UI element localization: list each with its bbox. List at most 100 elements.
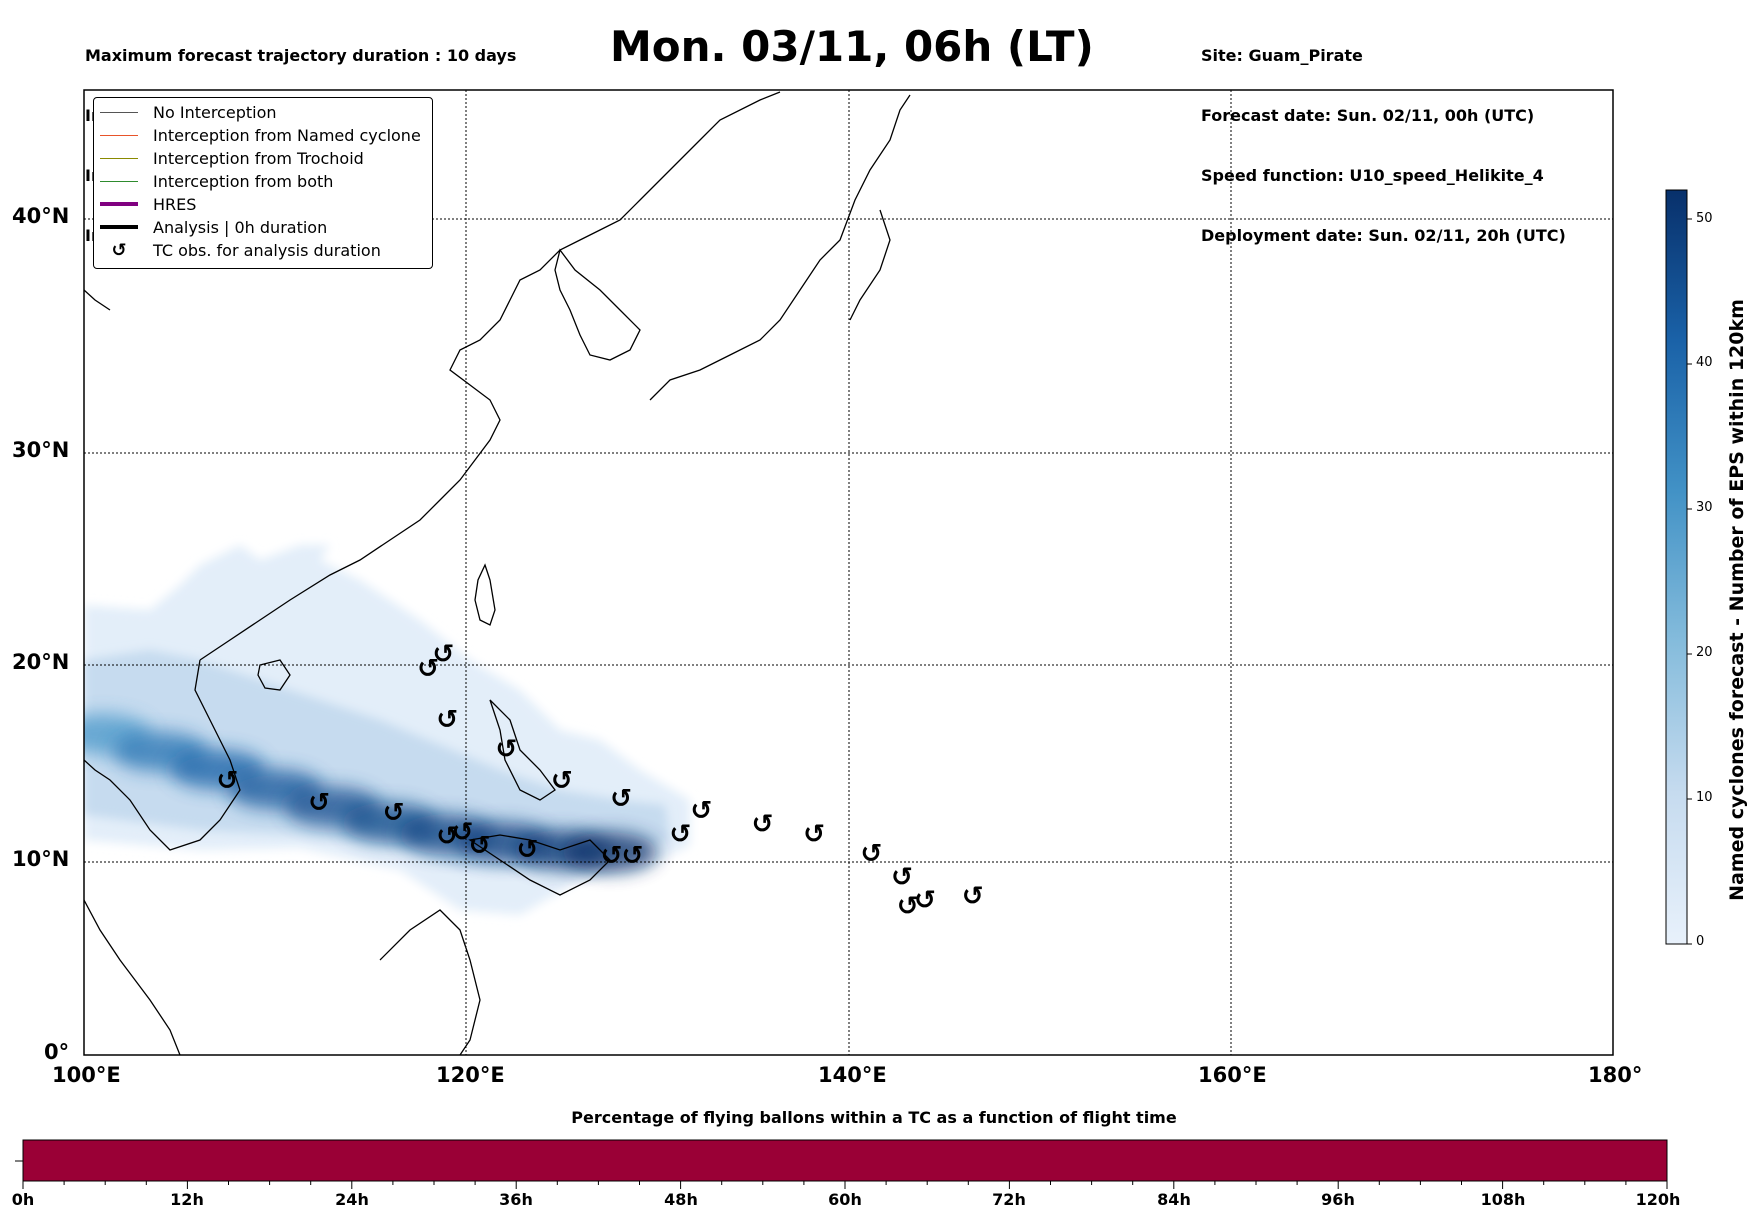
legend-label: HRES [153, 194, 197, 214]
tc-obs-icon: ↺ [897, 891, 919, 921]
colorbar-tick-label: 50 [1696, 211, 1713, 226]
tc-obs-icon: ↺ [469, 831, 491, 861]
header-right-line: Forecast date: Sun. 02/11, 00h (UTC) [1201, 106, 1535, 125]
lon-tick-label: 120°E [436, 1063, 505, 1087]
header-right-line: Speed function: U10_speed_Helikite_4 [1201, 166, 1544, 185]
bottom-tick-label: 120h [1635, 1190, 1681, 1209]
tc-obs-icon: ↺ [803, 819, 825, 849]
bottom-tick-label: 60h [828, 1190, 862, 1209]
legend-row: HRES [100, 193, 196, 215]
map-title: Mon. 03/11, 06h (LT) [610, 22, 1094, 71]
colorbar-label: Named cyclones forecast - Number of EPS … [1726, 299, 1748, 901]
density-mid [84, 650, 670, 870]
tc-obs-icon: ↺ [690, 796, 712, 826]
header-right-line: Deployment date: Sun. 02/11, 20h (UTC) [1201, 226, 1566, 245]
legend-row: Analysis | 0h duration [100, 216, 327, 238]
lon-tick-label: 100°E [52, 1063, 121, 1087]
lon-tick-label: 160°E [1198, 1063, 1267, 1087]
legend-swatch-both [100, 180, 138, 182]
bottom-bar-fill [22, 1139, 1668, 1182]
header-right-line: Site: Guam_Pirate [1201, 46, 1363, 65]
coast-taiwan [474, 563, 496, 626]
legend-row: Interception from Trochoid [100, 147, 364, 169]
colorbar-tick-label: 0 [1696, 934, 1705, 949]
tc-obs-icon: ↺ [914, 886, 936, 916]
lon-tick-label: 140°E [818, 1063, 887, 1087]
bottom-tick-label: 96h [1321, 1190, 1355, 1209]
coast-visayas-mindanao [468, 834, 611, 896]
legend-label: Interception from Trochoid [153, 148, 364, 168]
legend-row: Interception from both [100, 170, 333, 192]
legend-swatch-no-interception [100, 111, 138, 113]
tc-obs-icon: ↺ [962, 882, 984, 912]
tc-obs-icon: ↺ [451, 817, 473, 847]
bottom-tick-label: 48h [664, 1190, 698, 1209]
colorbar-tick-label: 30 [1696, 500, 1713, 515]
legend-row: Interception from Named cyclone [100, 124, 421, 146]
colorbar-tick-label: 20 [1696, 645, 1713, 660]
tc-obs-icon: ↺ [891, 862, 913, 892]
lat-tick-label: 30°N [12, 438, 70, 462]
bottom-bar-title: Percentage of flying ballons within a TC… [571, 1108, 1177, 1127]
colorbar-tick-label: 10 [1696, 790, 1713, 805]
bottom-tick-label: 72h [992, 1190, 1026, 1209]
header-right: Site: Guam_Pirate Forecast date: Sun. 02… [1201, 6, 1566, 266]
legend-swatch-hres [100, 202, 138, 206]
coastlines [84, 91, 911, 1055]
bottom-tick-label: 108h [1480, 1190, 1526, 1209]
map-frame [83, 89, 1614, 1056]
coast-hainan [257, 659, 291, 691]
legend-label: Interception from both [153, 171, 334, 191]
legend-row: ↺ TC obs. for analysis duration [100, 239, 380, 261]
colorbar-tick-label: 40 [1696, 355, 1713, 370]
legend-label: Interception from Named cyclone [153, 125, 421, 145]
lat-tick-label: 20°N [12, 650, 70, 674]
tc-symbol-icon: ↺ [111, 239, 127, 261]
legend-swatch-analysis [100, 225, 138, 229]
legend-label: Analysis | 0h duration [153, 217, 328, 237]
tc-obs-icon: ↺ [495, 735, 517, 765]
lat-tick-label: 40°N [12, 204, 70, 228]
tc-obs-icon: ↺ [383, 798, 405, 828]
eps-density-field [84, 545, 690, 915]
map-area: ↺↺ ↺↺↺↺↺↺↺↺↺↺↺↺↺↺↺ ↺ ↺↺↺↺↺ ↺ [84, 90, 1613, 1055]
tc-obs-icon: ↺ [516, 835, 538, 865]
tc-obs-icon: ↺ [601, 841, 623, 871]
tc-obs-icon: ↺ [216, 766, 238, 796]
legend-swatch-trochoid [100, 157, 138, 159]
tc-obs-icon: ↺ [669, 819, 691, 849]
tc-obs-icon: ↺ [436, 705, 458, 735]
tc-obs-icon: ↺ [432, 639, 454, 669]
tc-obs-icon: ↺ [610, 784, 632, 814]
tc-obs-icon: ↺ [860, 839, 882, 869]
tc-obs-icon: ↺ [308, 788, 330, 818]
bottom-bar-ticks [22, 1181, 1668, 1189]
colorbar-gradient [1665, 189, 1688, 945]
tc-obs-icon: ↺ [436, 821, 458, 851]
map-legend: No Interception Interception from Named … [93, 97, 433, 269]
tc-observations: ↺↺ ↺↺↺↺↺↺↺↺↺↺↺↺↺↺↺ ↺ ↺↺↺↺↺ ↺ [216, 639, 983, 921]
tc-obs-icon: ↺ [551, 766, 573, 796]
coast-asia-mainland [84, 91, 781, 661]
bottom-tick-label: 12h [170, 1190, 204, 1209]
tc-obs-icon: ↺ [417, 654, 439, 684]
coast-indochina [84, 659, 241, 1055]
bottom-tick-label: 84h [1157, 1190, 1191, 1209]
legend-label: No Interception [153, 102, 277, 122]
lat-tick-label: 10°N [12, 847, 70, 871]
bottom-tick-label: 24h [335, 1190, 369, 1209]
lat-tick-label: 0° [44, 1040, 70, 1064]
lon-tick-label: 180° [1588, 1063, 1643, 1087]
coast-borneo [379, 909, 481, 1055]
legend-swatch-named-cyclone [100, 134, 138, 136]
legend-row: No Interception [100, 101, 277, 123]
coast-korea [554, 248, 641, 361]
bottom-tick-label: 0h [11, 1190, 35, 1209]
colorbar-ticks [1687, 218, 1692, 945]
header-left-line: Maximum forecast trajectory duration : 1… [85, 46, 517, 65]
bottom-tick-label: 36h [499, 1190, 533, 1209]
coast-japan [649, 94, 911, 401]
coast-luzon [489, 699, 556, 801]
tc-obs-icon: ↺ [752, 810, 774, 840]
